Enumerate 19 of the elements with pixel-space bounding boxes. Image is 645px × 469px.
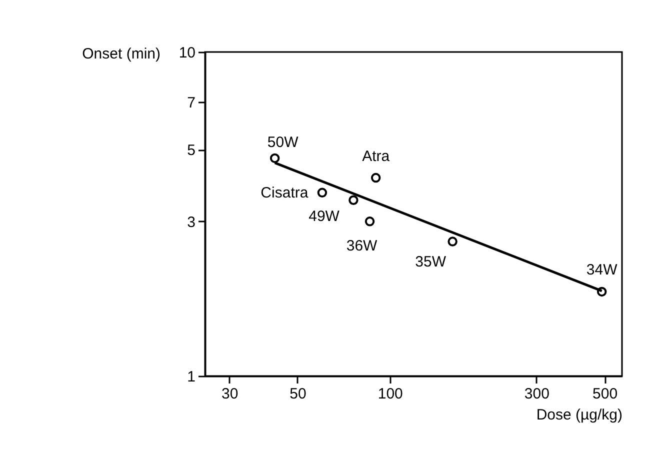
y-tick-label: 1 [187, 368, 196, 386]
annotation: Atra [362, 148, 390, 165]
x-tick-label: 30 [221, 386, 238, 402]
annotation: 50W [267, 134, 300, 152]
x-tick-label: 300 [524, 386, 550, 402]
y-axis-title: Onset (min) [82, 46, 160, 62]
y-tick-label: 5 [187, 142, 196, 160]
y-tick-label: 3 [187, 214, 196, 231]
y-tick-label: 10 [178, 44, 196, 62]
annotation: Cisatra [260, 184, 309, 202]
annotation: 49W [308, 208, 340, 226]
x-axis-title: Dose (µg/kg) [536, 406, 622, 424]
annotation: 36W [346, 237, 378, 254]
x-tick-label: 500 [592, 386, 618, 402]
annotation: 34W [586, 262, 618, 279]
annotation: 35W [415, 254, 447, 271]
y-tick-label: 7 [187, 94, 196, 112]
x-tick-label: 50 [290, 386, 306, 402]
x-tick-label: 100 [378, 386, 403, 402]
